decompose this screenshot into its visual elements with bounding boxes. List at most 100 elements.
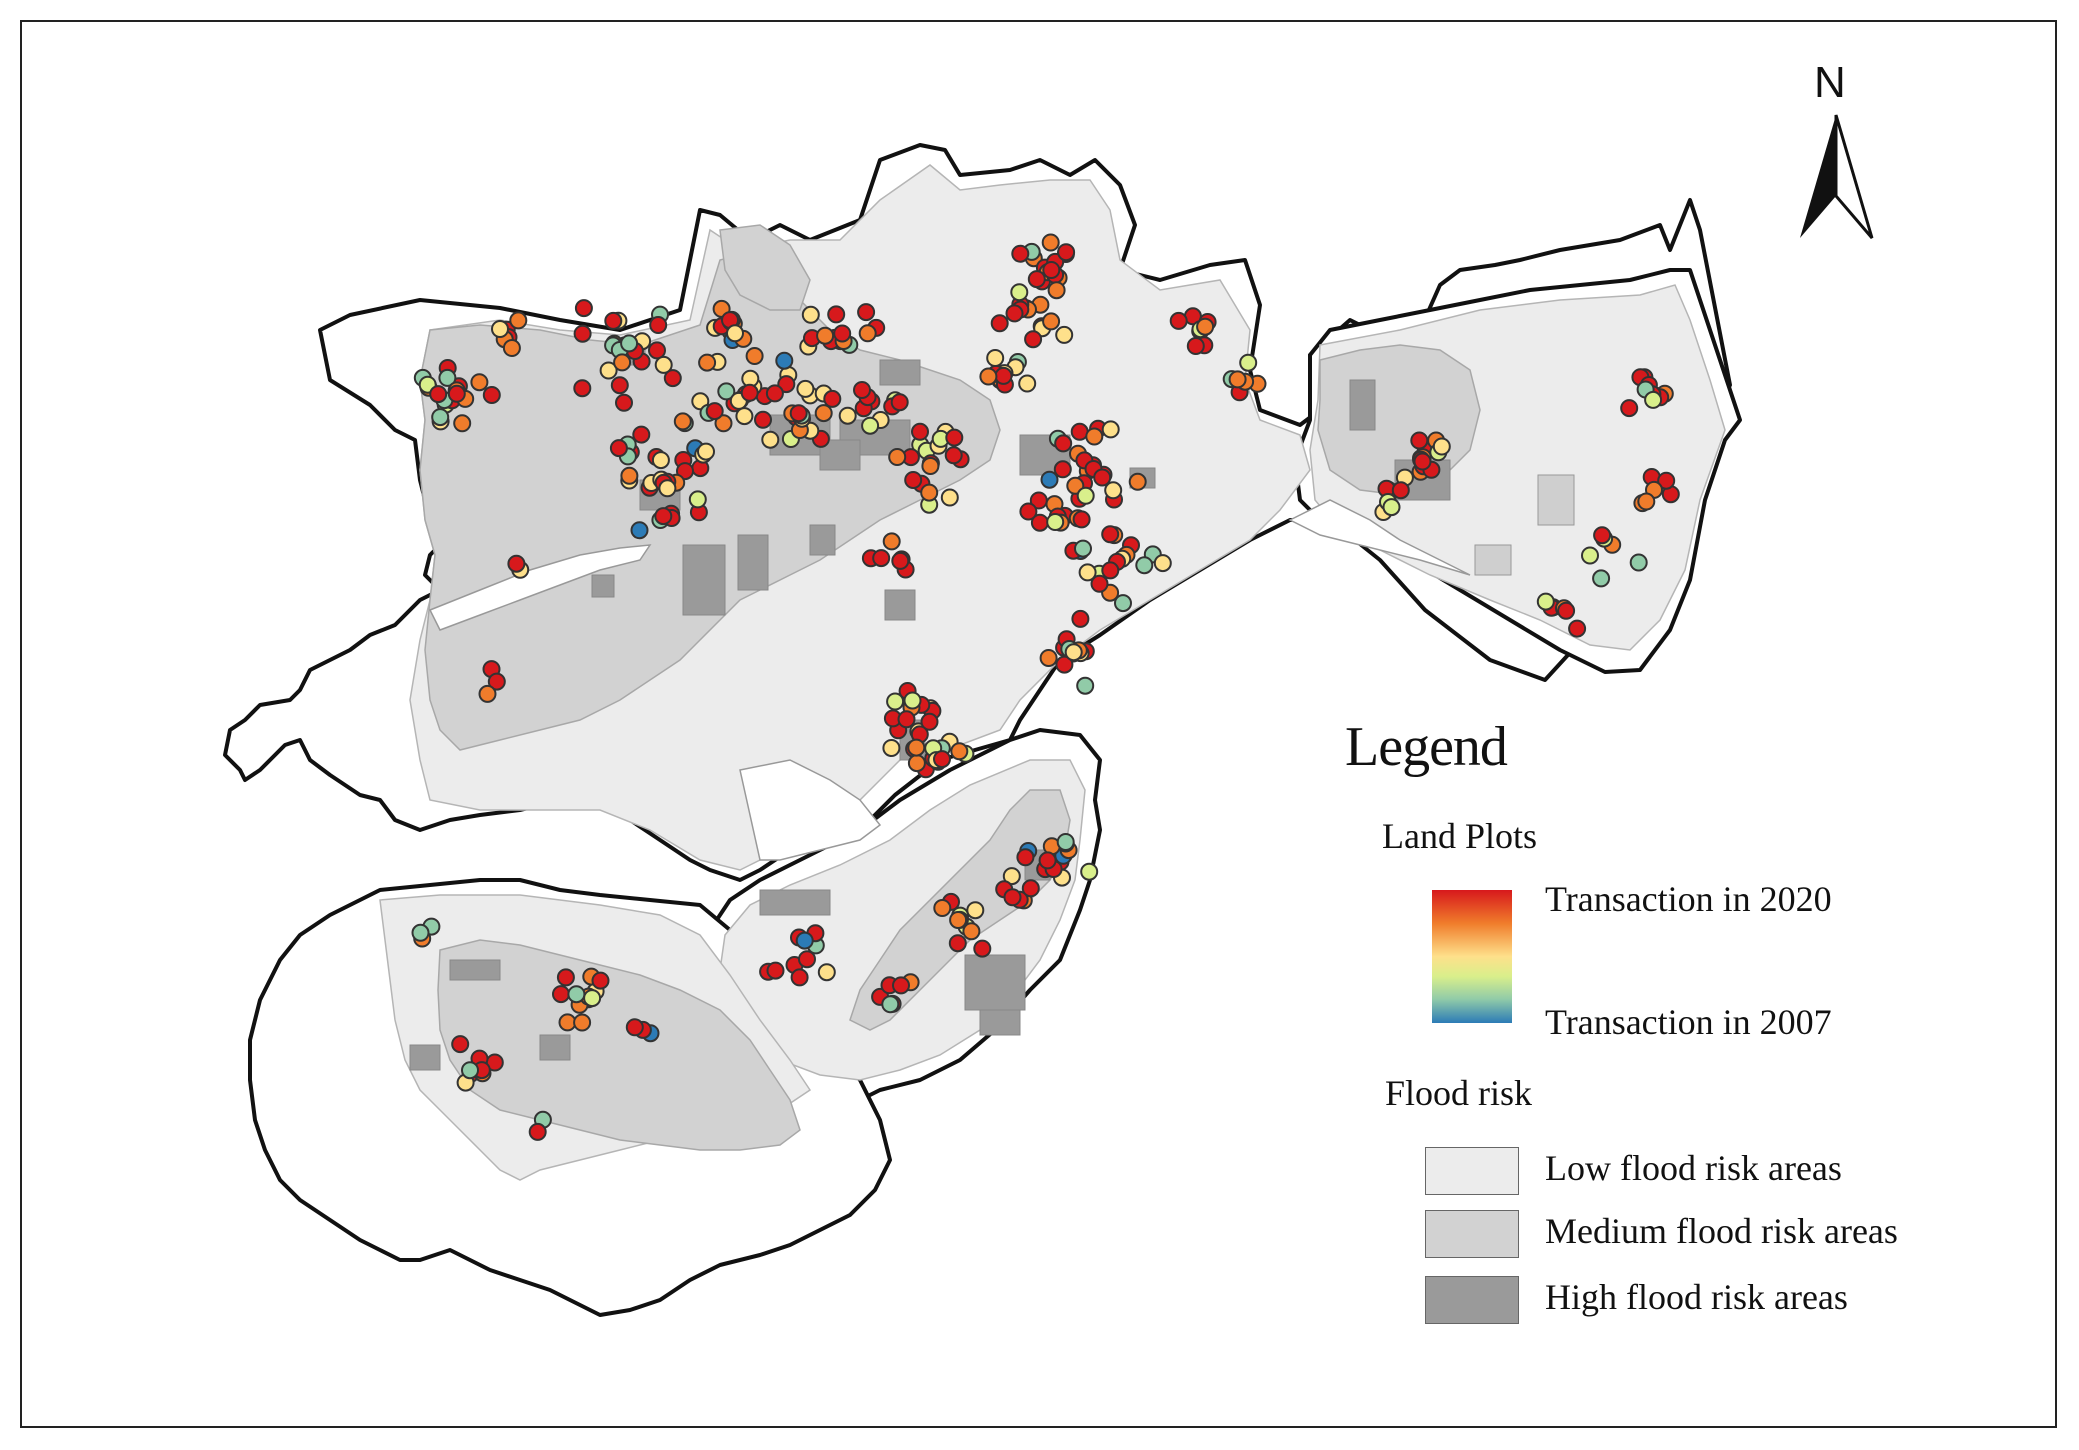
land-plot-point [833,324,852,343]
land-plot-point [1054,434,1073,453]
ramp-bottom-label: Transaction in 2007 [1545,1002,1832,1042]
land-plot-point [658,479,677,498]
land-plot-point [1019,502,1038,521]
land-plot-point [1042,312,1061,331]
land-plot-point [962,922,981,941]
land-plot-point [1093,468,1112,487]
land-plot-point [1064,643,1083,662]
land-plot-point [1039,649,1058,667]
land-plot-point [1228,370,1247,389]
land-plot-point [761,430,780,449]
land-plot-point [507,554,526,573]
land-plot-point [688,490,707,509]
land-plot-point [599,361,618,380]
land-plot-point [920,712,939,731]
land-plot-point [451,1035,470,1054]
land-plot-point [817,963,836,982]
land-plot-point [1040,470,1059,489]
land-plot-point [625,1018,644,1037]
label-low-flood-risk: Low flood risk areas [1545,1148,1842,1188]
land-plot-point [1053,460,1072,479]
ramp-top-label: Transaction in 2020 [1545,879,1832,919]
label-high-flood-risk: High flood risk areas [1545,1277,1848,1317]
land-plot-point [620,466,639,485]
land-plot-point [673,412,692,431]
north-arrow-icon [1800,114,1874,239]
land-plot-point [1153,554,1172,573]
land-plot-point [890,393,909,412]
land-plot-point [827,305,846,324]
land-plot-point [1076,676,1095,695]
land-plot-point [632,425,651,444]
land-plot-point [838,406,857,425]
land-plot-point [795,931,814,950]
land-plot-point [1169,311,1188,330]
land-plot-point [1637,492,1656,511]
land-plot-point [491,320,509,338]
land-plot-point [1024,330,1043,349]
land-plot-point [950,742,969,761]
land-plot-point [1078,563,1097,582]
land-plot-point [853,381,871,399]
land-plot-point [697,442,715,461]
land-plot-point [1071,609,1090,628]
land-plot-point [429,385,448,404]
land-plot-point [907,738,926,757]
land-plot-point [1003,888,1022,907]
land-plot-point [897,710,916,729]
land-plot-point [816,326,835,345]
land-plot-point [573,379,592,398]
land-plot-point [654,507,673,526]
land-plot-point [663,369,682,388]
land-plot-point [1104,481,1123,500]
land-plot-point [1410,431,1429,450]
north-arrow-label: N [1814,58,1846,107]
land-plot-point [921,457,940,475]
land-plot-point [745,347,764,365]
land-plot-point [861,416,880,435]
land-plot-point [717,382,736,401]
land-plot-point [740,383,759,402]
land-plot-point [1592,569,1611,588]
land-plot-point [1072,510,1091,529]
land-plot-point [798,950,816,969]
map-frame [20,20,2057,1428]
land-plot-point [1080,862,1099,881]
land-plot-point [1581,546,1599,565]
land-plot-point [882,532,901,551]
land-plot-point [1432,437,1451,456]
land-plot-point [888,448,907,466]
legend-land-plots-heading: Land Plots [1382,816,1538,856]
land-plot-point [1657,471,1676,490]
swatch-medium-flood-risk [1425,1210,1519,1258]
land-plot-point [714,414,733,433]
land-plot-point [558,1013,577,1032]
land-plot-point [509,311,528,330]
land-plot-point [1005,304,1024,323]
swatch-high-flood-risk [1425,1276,1519,1324]
land-plot-point [986,349,1005,367]
land-plot-point [411,923,430,942]
land-plot-point [1391,481,1410,500]
land-plot-point [698,353,717,372]
land-plot-point [1135,556,1154,575]
land-plot-point [933,899,952,917]
legend-title: Legend [1345,716,1508,778]
land-plot-point [583,989,602,1008]
land-plot-point [453,414,472,433]
swatch-low-flood-risk [1425,1147,1519,1195]
land-plot-point [796,379,815,398]
land-plot-points [411,233,1680,1141]
land-plot-point [823,389,842,408]
land-plot-point [882,739,901,757]
land-plot-point [1070,422,1089,441]
land-plot-point [1016,848,1035,867]
land-plot-point [904,471,923,489]
label-medium-flood-risk: Medium flood risk areas [1545,1211,1898,1251]
land-plot-point [1090,574,1109,593]
land-plot-point [990,314,1009,333]
land-plot-point [726,324,744,343]
land-plot-point [907,754,926,773]
land-plot-point [1593,526,1612,545]
land-plot-point [648,341,666,360]
